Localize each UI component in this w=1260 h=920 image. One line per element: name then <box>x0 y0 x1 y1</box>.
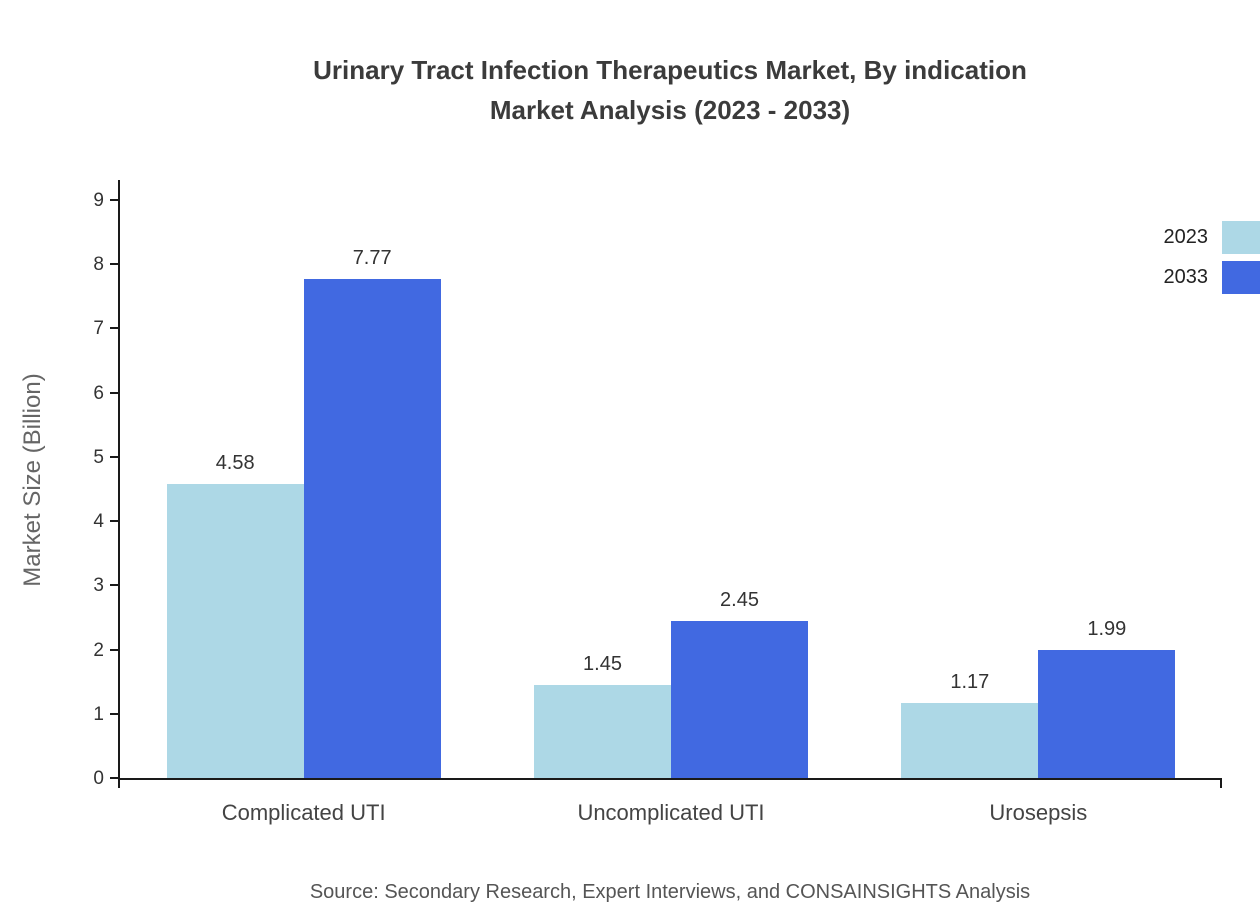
bar-2033: 1.99 <box>1038 618 1176 778</box>
x-axis-right-end-tick <box>1220 780 1222 788</box>
plot-area: 0 1 2 3 4 5 6 7 8 9 4.58 7.77 Complicated UTI 1.45 2.4… <box>93 180 1222 825</box>
legend: 2023 2033 <box>1164 221 1260 294</box>
bar-group: 4.58 7.77 Complicated UTI <box>166 247 441 825</box>
x-axis-left-end-tick <box>118 780 120 788</box>
bar-groups: 4.58 7.77 Complicated UTI 1.45 2.45 Uncomplic… <box>120 180 1222 825</box>
bar-value-label: 4.58 <box>215 452 255 474</box>
x-category-label: Complicated UTI <box>221 800 386 825</box>
bar-2023: 1.45 <box>533 653 671 778</box>
y-tick-label: 4 <box>93 511 104 532</box>
legend-label-2023: 2023 <box>1163 226 1209 248</box>
legend-swatch-2033 <box>1222 261 1260 294</box>
bar-group: 1.17 1.99 Urosepsis <box>901 618 1176 825</box>
y-tick-mark <box>110 456 118 458</box>
bar-value-label: 1.45 <box>583 653 622 675</box>
y-tick-label: 5 <box>93 447 104 468</box>
chart-title: Urinary Tract Infection Therapeutics Mar… <box>80 50 1260 130</box>
y-tick-mark <box>110 520 118 522</box>
legend-item-2023: 2023 <box>1164 221 1260 254</box>
y-tick-mark <box>110 199 118 201</box>
x-category-label: Uncomplicated UTI <box>577 800 765 825</box>
chart-title-line2: Market Analysis (2023 - 2033) <box>489 95 851 125</box>
bar-2023: 1.17 <box>901 671 1039 778</box>
bar-value-label: 1.99 <box>1087 618 1127 640</box>
bar-group: 1.45 2.45 Uncomplicated UTI <box>533 589 808 825</box>
y-tick-mark <box>110 263 118 265</box>
bar-2023: 4.58 <box>166 452 304 778</box>
bar-2033: 7.77 <box>303 247 441 778</box>
bar-value-label: 1.17 <box>950 671 990 693</box>
y-axis-label: Market Size (Billion) <box>19 373 46 587</box>
y-tick-mark <box>110 777 118 779</box>
legend-label-2033: 2033 <box>1163 266 1209 288</box>
y-tick-mark <box>110 392 118 394</box>
chart-title-line1: Urinary Tract Infection Therapeutics Mar… <box>313 55 1027 85</box>
bar-value-label: 2.45 <box>720 589 759 611</box>
y-tick-mark <box>110 649 118 651</box>
legend-item-2033: 2033 <box>1164 261 1260 294</box>
y-tick-label: 3 <box>93 575 104 596</box>
legend-swatch-2023 <box>1222 221 1260 254</box>
bar-2033: 2.45 <box>670 589 808 778</box>
y-tick-mark <box>110 584 118 586</box>
y-tick-label: 7 <box>93 318 104 339</box>
y-tick-label: 9 <box>93 190 104 211</box>
y-tick-label: 0 <box>93 768 104 789</box>
y-tick-mark <box>110 327 118 329</box>
y-tick-label: 2 <box>93 640 104 661</box>
source-note: Source: Secondary Research, Expert Inter… <box>309 881 1031 903</box>
y-tick-label: 6 <box>93 383 104 404</box>
x-category-label: Urosepsis <box>989 800 1088 825</box>
y-tick-mark <box>110 713 118 715</box>
y-tick-label: 1 <box>93 704 104 725</box>
y-tick-label: 8 <box>93 254 104 275</box>
bar-value-label: 7.77 <box>352 247 392 269</box>
